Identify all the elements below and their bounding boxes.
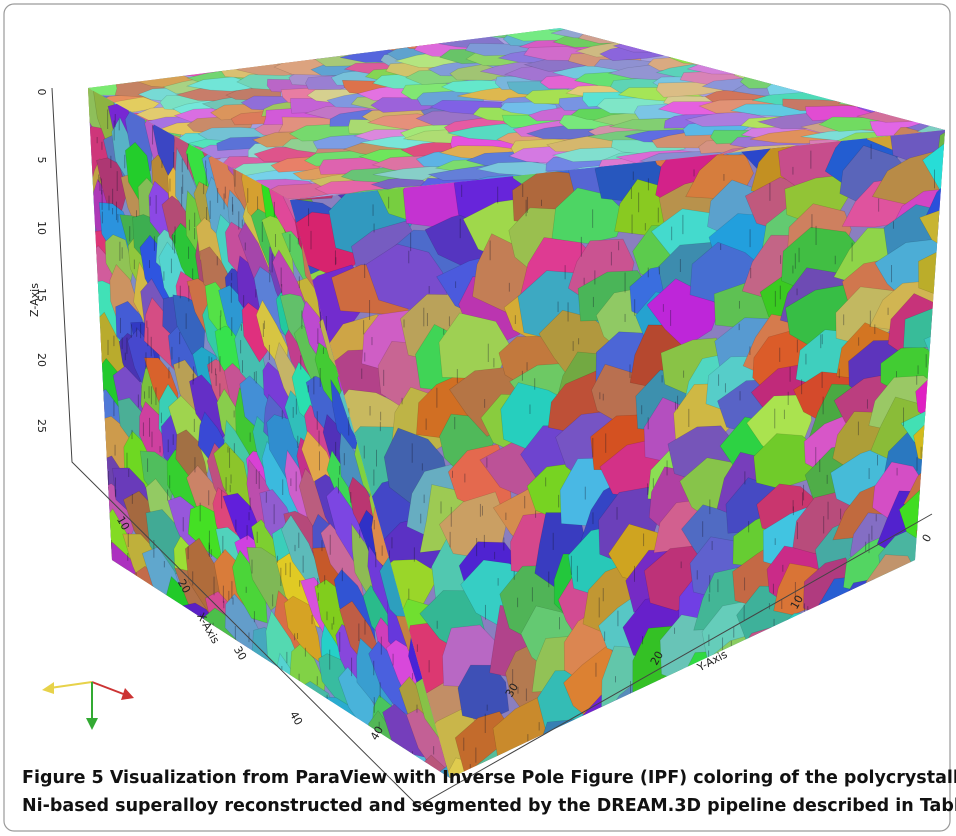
z-tick-label: 5 <box>35 157 48 164</box>
gizmo-x <box>50 682 92 688</box>
grain <box>670 49 748 64</box>
grain <box>911 534 956 590</box>
grain <box>480 18 552 30</box>
grain <box>858 97 944 114</box>
grain <box>71 192 96 254</box>
caption-label: Figure 5 <box>22 768 104 788</box>
x-tick-label: 40 <box>287 709 305 728</box>
z-tick-label: 0 <box>35 89 48 96</box>
z-tick-label: 10 <box>35 221 48 235</box>
z-tick-label: 20 <box>35 353 48 367</box>
caption-line-2: Ni-based superalloy reconstructed and se… <box>22 796 956 816</box>
grain <box>933 87 956 129</box>
gizmo-z-head <box>86 718 98 730</box>
figure: 051015202510203040010203040 Z-Axis X-Axi… <box>0 0 956 836</box>
grain <box>767 80 845 95</box>
caption-line-1: Figure 5 Visualization from ParaView wit… <box>22 768 956 788</box>
gizmo-x-head <box>42 682 54 694</box>
caption-text: Visualization from ParaView with Inverse… <box>110 768 956 788</box>
grain <box>535 15 603 30</box>
grain <box>66 36 93 94</box>
orientation-gizmo <box>42 682 134 730</box>
grain-volume <box>30 15 956 836</box>
x-tick-label: 30 <box>231 644 249 663</box>
grain <box>102 70 149 83</box>
z-tick-label: 25 <box>35 419 48 433</box>
grain <box>934 265 956 319</box>
grain <box>77 542 111 593</box>
gizmo-y <box>92 682 126 695</box>
y-tick-label: 0 <box>920 532 935 545</box>
grain <box>69 302 104 365</box>
grain <box>638 678 703 742</box>
z-axis-label: Z-Axis <box>28 283 41 317</box>
grain <box>80 507 113 572</box>
